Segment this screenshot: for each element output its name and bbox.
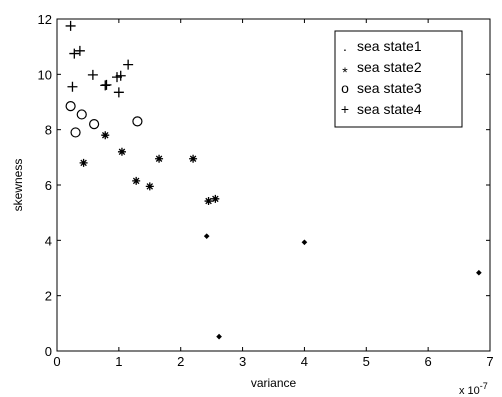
- y-tick-label: 8: [45, 123, 52, 138]
- y-tick-label: 10: [38, 67, 52, 82]
- x-tick-label: 0: [53, 354, 60, 369]
- circle-marker: [76, 109, 87, 120]
- circle-marker: [89, 119, 100, 130]
- series-3: [65, 101, 143, 138]
- dot-marker: [476, 269, 482, 276]
- plus-marker: [113, 87, 124, 98]
- asterisk-marker: [145, 182, 154, 191]
- plus-marker: [101, 79, 112, 90]
- legend-marker: +: [341, 101, 349, 117]
- plus-marker: [74, 45, 85, 56]
- plus-marker: [65, 20, 76, 31]
- data-point: [211, 194, 220, 203]
- x-tick-label: 7: [486, 354, 493, 369]
- data-marks: [65, 20, 482, 340]
- y-tick-label: 4: [45, 233, 52, 248]
- legend: . sea state1 * sea state2 o sea state3 + sea st…: [334, 30, 463, 128]
- x-tick-label: 1: [115, 354, 122, 369]
- data-point: [189, 154, 198, 163]
- data-point: [203, 233, 210, 240]
- x-tick-label: 2: [177, 354, 184, 369]
- legend-label: sea state1: [357, 38, 422, 54]
- legend-entry: . sea state1: [343, 38, 422, 54]
- dot-marker: [203, 233, 210, 240]
- asterisk-marker: [79, 158, 88, 167]
- data-point: [70, 127, 81, 138]
- asterisk-marker: [211, 194, 220, 203]
- data-point: [476, 269, 482, 276]
- plus-marker: [67, 81, 78, 92]
- data-point: [132, 176, 141, 185]
- plus-marker: [87, 69, 98, 80]
- legend-box: [334, 30, 463, 128]
- x-tick-label: 4: [301, 354, 308, 369]
- asterisk-marker: [132, 176, 141, 185]
- series-2: [79, 131, 220, 206]
- x-axis-exponent-power: -7: [480, 381, 488, 391]
- legend-entry: o sea state3: [341, 80, 422, 96]
- y-tick-label: 12: [38, 12, 52, 27]
- data-point: [123, 59, 134, 70]
- data-point: [204, 197, 213, 206]
- data-point: [67, 81, 78, 92]
- circle-marker: [70, 127, 81, 138]
- asterisk-marker: [155, 154, 164, 163]
- x-tick-label: 3: [239, 354, 246, 369]
- y-tick-label: 0: [45, 344, 52, 359]
- asterisk-marker: [101, 131, 110, 140]
- data-point: [113, 87, 124, 98]
- legend-entry: * sea state2: [342, 59, 422, 80]
- circle-marker: [132, 116, 143, 127]
- plus-marker: [69, 48, 80, 59]
- asterisk-marker: [117, 147, 126, 156]
- y-tick-label: 2: [45, 289, 52, 304]
- legend-label: sea state3: [357, 80, 422, 96]
- series-1: [203, 233, 482, 340]
- data-point: [117, 147, 126, 156]
- x-axis-label: variance: [251, 376, 297, 390]
- data-point: [65, 20, 76, 31]
- x-tick-label: 6: [425, 354, 432, 369]
- data-point: [101, 79, 112, 90]
- legend-entry: + sea state4: [341, 101, 422, 117]
- dot-marker: [216, 333, 222, 340]
- legend-marker: *: [342, 64, 348, 80]
- legend-label: sea state2: [357, 59, 422, 75]
- x-tick-label: 5: [363, 354, 370, 369]
- x-axis-exponent: x 10-7: [459, 381, 488, 397]
- data-point: [87, 69, 98, 80]
- asterisk-marker: [204, 197, 213, 206]
- data-point: [79, 158, 88, 167]
- legend-label: sea state4: [357, 101, 422, 117]
- data-point: [101, 131, 110, 140]
- data-point: [115, 70, 126, 81]
- y-axis-label: skewness: [11, 159, 25, 212]
- plus-marker: [123, 59, 134, 70]
- y-tick-label: 6: [45, 178, 52, 193]
- data-point: [74, 45, 85, 56]
- data-point: [216, 333, 222, 340]
- dot-marker: [301, 239, 308, 246]
- legend-marker: o: [341, 80, 349, 96]
- data-point: [76, 109, 87, 120]
- plus-marker: [115, 70, 126, 81]
- circle-marker: [65, 101, 76, 112]
- data-point: [145, 182, 154, 191]
- data-point: [155, 154, 164, 163]
- asterisk-marker: [189, 154, 198, 163]
- data-point: [89, 119, 100, 130]
- data-point: [301, 239, 308, 246]
- series-4: [65, 20, 134, 98]
- data-point: [65, 101, 76, 112]
- legend-marker: .: [343, 38, 347, 54]
- x-axis-exponent-base: x 10: [459, 385, 480, 397]
- data-point: [69, 48, 80, 59]
- data-point: [132, 116, 143, 127]
